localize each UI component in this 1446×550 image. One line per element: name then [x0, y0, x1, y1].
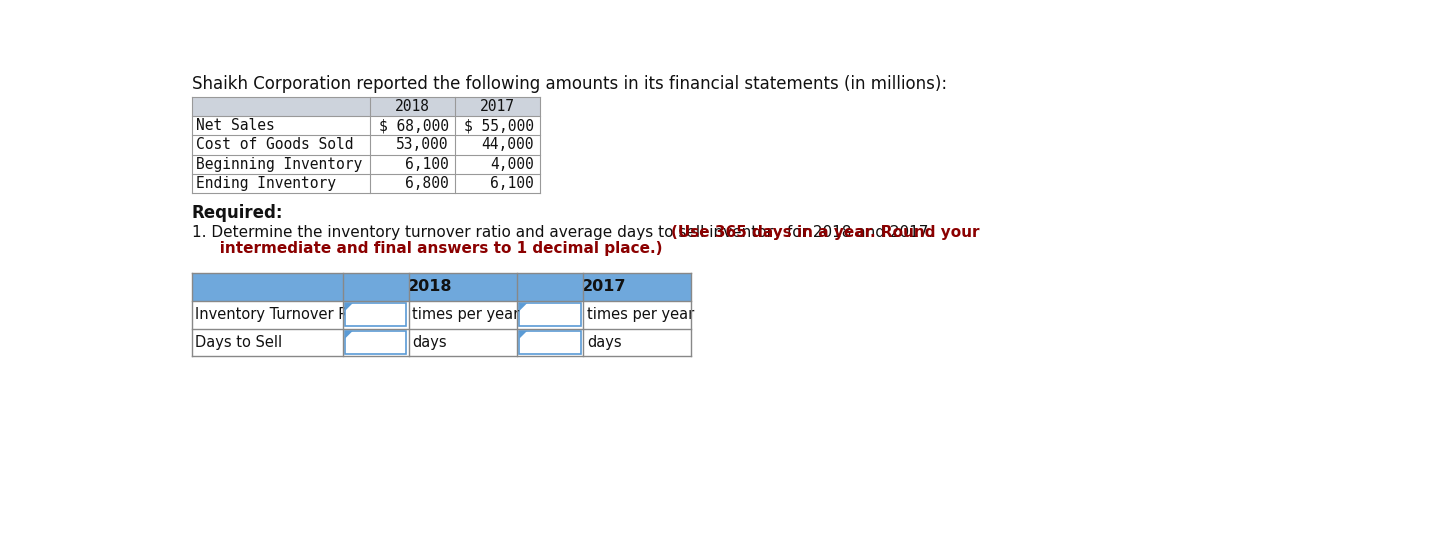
Text: Shaikh Corporation reported the following amounts in its financial statements (i: Shaikh Corporation reported the followin… — [192, 75, 947, 94]
Bar — [192, 301, 691, 328]
Text: 6,100: 6,100 — [405, 157, 448, 172]
Bar — [192, 135, 541, 155]
Polygon shape — [346, 303, 353, 311]
Polygon shape — [519, 303, 528, 311]
Text: 2018: 2018 — [395, 99, 429, 114]
Text: times per year: times per year — [587, 307, 694, 322]
Bar — [192, 328, 691, 356]
Text: Ending Inventory: Ending Inventory — [197, 176, 337, 191]
Text: days: days — [412, 335, 447, 350]
Text: (Use 365 days in a year. Round your: (Use 365 days in a year. Round your — [671, 226, 980, 240]
Text: days: days — [587, 335, 622, 350]
Polygon shape — [346, 331, 353, 339]
Text: 6,100: 6,100 — [490, 176, 534, 191]
Text: Days to Sell: Days to Sell — [195, 335, 282, 350]
Text: Cost of Goods Sold: Cost of Goods Sold — [197, 138, 354, 152]
Bar — [346, 303, 406, 326]
Polygon shape — [519, 331, 528, 339]
Text: 2017: 2017 — [480, 99, 515, 114]
Text: 44,000: 44,000 — [482, 138, 534, 152]
Text: 1. Determine the inventory turnover ratio and average days to sell inventory for: 1. Determine the inventory turnover rati… — [192, 226, 937, 240]
Bar — [346, 331, 406, 354]
Text: 4,000: 4,000 — [490, 157, 534, 172]
Text: Required:: Required: — [192, 204, 283, 222]
Bar — [519, 303, 581, 326]
Bar — [519, 331, 581, 354]
Bar — [192, 155, 541, 174]
Text: intermediate and final answers to 1 decimal place.): intermediate and final answers to 1 deci… — [204, 241, 662, 256]
Text: 2018: 2018 — [408, 279, 453, 294]
Text: 53,000: 53,000 — [396, 138, 448, 152]
Text: 2017: 2017 — [583, 279, 626, 294]
Bar — [192, 116, 541, 135]
Bar — [192, 174, 541, 193]
Bar — [192, 273, 691, 301]
Bar — [192, 97, 541, 116]
Text: $ 68,000: $ 68,000 — [379, 118, 448, 133]
Text: Beginning Inventory: Beginning Inventory — [197, 157, 363, 172]
Text: $ 55,000: $ 55,000 — [464, 118, 534, 133]
Text: Inventory Turnover Ratio: Inventory Turnover Ratio — [195, 307, 376, 322]
Text: Net Sales: Net Sales — [197, 118, 275, 133]
Text: times per year: times per year — [412, 307, 519, 322]
Text: 6,800: 6,800 — [405, 176, 448, 191]
